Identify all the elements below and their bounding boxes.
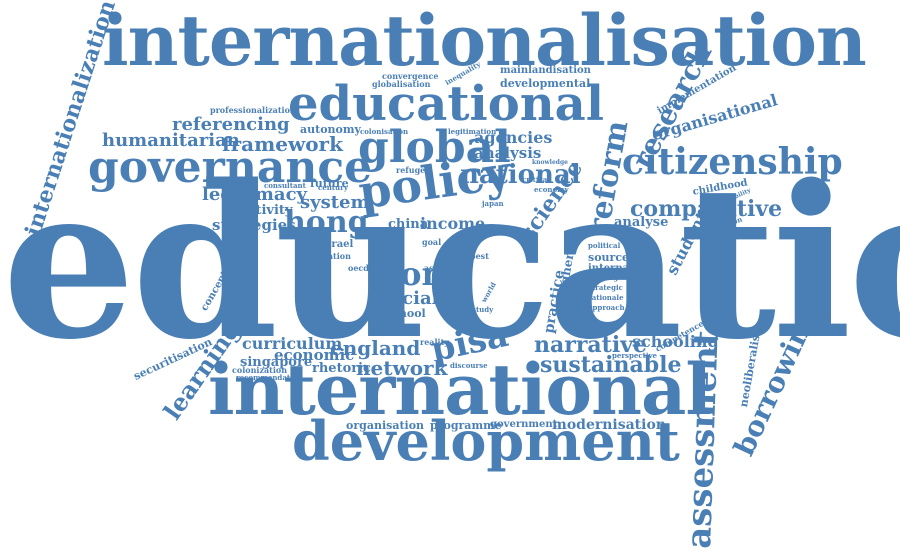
word-convergence: convergence (382, 71, 439, 81)
word-governance: governance (88, 142, 373, 193)
word-china: china (388, 217, 429, 232)
word-network: network (356, 356, 448, 380)
word-asia: asia (424, 263, 442, 273)
word-goal: goal (422, 237, 442, 247)
word-schooling: schooling (632, 332, 719, 351)
word-curriculum: curriculum (242, 334, 343, 353)
word-oecd: oecd (348, 263, 369, 273)
word-creativity: creativity (224, 203, 293, 218)
word-national: national (460, 160, 581, 190)
word-asian: asian (380, 245, 401, 254)
word-referencing: referencing (172, 114, 290, 135)
word-strategic: strategic (588, 283, 623, 292)
word-legitimation: legitimation (448, 127, 497, 136)
word-economic: economic (274, 346, 355, 364)
word-globalisation: globalisation (372, 79, 431, 89)
word-mainlandisation: mainlandisation (500, 65, 591, 76)
word-nation: nation (322, 251, 351, 261)
word-school: school (386, 307, 426, 320)
word-israel: israel (322, 239, 354, 250)
word-development: development (292, 409, 680, 473)
word-sustainable: sustainable (540, 352, 682, 378)
word-colonisation: colonisation (360, 127, 409, 136)
word-japan: japan (482, 199, 504, 208)
word-analyse: analyse (614, 215, 669, 230)
word-reality: reality (420, 337, 449, 347)
word-recommendation: recommendation (236, 373, 303, 382)
word-knowledge: knowledge (532, 159, 568, 166)
word-political: political (588, 241, 621, 250)
word-kong: kong (378, 255, 468, 293)
word-system: system (300, 192, 370, 213)
word-international: international (208, 348, 712, 431)
word-humanitarian: humanitarian (102, 130, 240, 151)
word-strategies: strategies (212, 216, 296, 234)
word-century: century (318, 183, 348, 192)
word-perspective: perspective (612, 351, 658, 360)
word-citizenship: citizenship (622, 141, 843, 183)
word-england: england (330, 336, 421, 360)
word-organisation: organisation (346, 419, 425, 432)
word-rhetoric: rhetoric (312, 361, 371, 376)
word-modernisation: modernisation (552, 417, 666, 433)
word-autonomy: autonomy (300, 123, 361, 136)
word-internationalisation: internationalisation (102, 0, 867, 82)
word-internal: internal (588, 263, 633, 274)
word-assessment: assessment (679, 329, 727, 550)
word-best: best (470, 251, 489, 261)
word-study: study (472, 305, 494, 314)
word-global: global (358, 122, 511, 173)
word-consultant: consultant (264, 181, 306, 190)
word-income: income (420, 214, 486, 233)
word-educational: educational (288, 76, 604, 132)
word-narrative: narrative (534, 332, 647, 358)
word-source: source (588, 251, 630, 264)
word-legitimacy: legitimacy (202, 184, 307, 205)
word-comparative: comparative (630, 196, 783, 222)
word-social: social (380, 288, 439, 309)
word-approach: approach (588, 303, 625, 312)
word-refugee: refugee (396, 165, 431, 175)
word-analysis: analysis (474, 144, 542, 162)
word-government: government (490, 419, 558, 430)
word-professionalization: professionalization (210, 105, 296, 115)
word-education: education (2, 139, 900, 386)
word-future: future (310, 177, 349, 190)
word-critical: critical (522, 175, 550, 184)
word-framework: framework (222, 132, 343, 156)
word-colonization: colonization (232, 365, 288, 375)
word-lifelong: lifelong (588, 273, 619, 282)
word-rationale: rationale (588, 293, 624, 302)
word-developmental: developmental (500, 77, 591, 90)
word-agencies: agencies (474, 128, 553, 147)
word-programme: programme (430, 419, 502, 432)
word-singapore: singapore (240, 355, 313, 370)
word-hong: hong (284, 205, 369, 240)
word-discourse: discourse (450, 361, 488, 370)
word-economy: economy (534, 185, 569, 194)
